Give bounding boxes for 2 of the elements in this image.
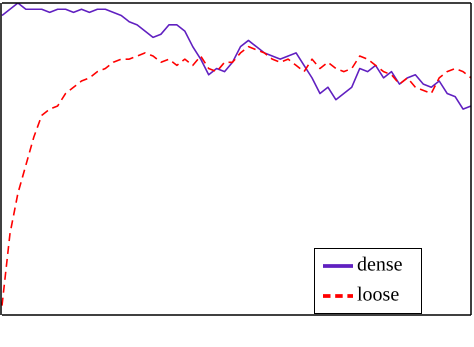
legend-label: loose xyxy=(357,284,400,306)
legend-label: dense xyxy=(357,254,403,276)
